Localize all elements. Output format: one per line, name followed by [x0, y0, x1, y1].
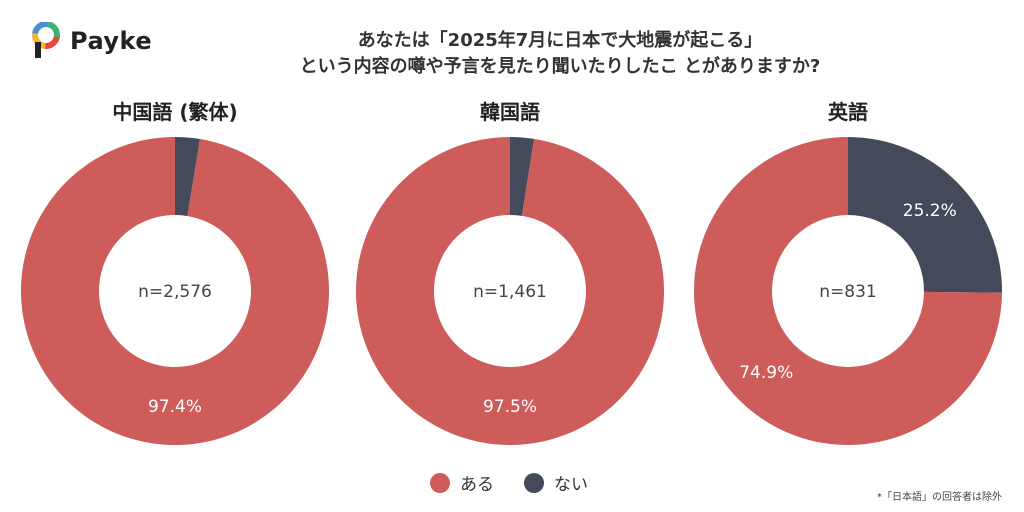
legend-item-aru: ある	[430, 470, 494, 495]
donut-slice-nai	[510, 137, 535, 216]
chart-title-main: あなたは「2025年7月に日本で大地震が起こる」 という内容の噂や予言を見たり聞…	[200, 28, 920, 80]
legend-label: ない	[554, 475, 588, 495]
donut-slice-aru	[356, 137, 664, 445]
sample-size-label: n=831	[819, 282, 876, 302]
donut-title: 中国語 (繁体)	[112, 100, 238, 124]
value-label-nai: 25.2%	[903, 201, 957, 221]
donut-slice-nai	[848, 137, 1002, 293]
brand-logo: Payke	[32, 22, 152, 60]
title-line-2: という内容の噂や予言を見たり聞いたりしたこ とがありますか?	[299, 56, 821, 77]
value-label-aru: 97.4%	[148, 397, 202, 417]
legend-swatch	[430, 472, 450, 493]
value-label-aru: 97.5%	[483, 397, 537, 417]
donut-chart-chinese: 中国語 (繁体) n=2,576 97.4%	[20, 96, 330, 466]
legend-swatch	[524, 472, 544, 493]
donut-title: 韓国語	[480, 100, 540, 124]
donut-slice-aru	[694, 136, 1002, 445]
donut-svg: n=2,576 97.4%	[21, 137, 330, 445]
donut-slice-aru	[21, 137, 330, 445]
sample-size-label: n=2,576	[138, 282, 212, 302]
donut-chart-korean: 韓国語 n=1,461 97.5%	[355, 96, 665, 466]
legend-item-nai: ない	[524, 470, 588, 495]
title-line-1: あなたは「2025年7月に日本で大地震が起こる」	[357, 30, 763, 51]
value-label-aru: 74.9%	[739, 363, 793, 383]
donut-svg: n=831 74.9% 25.2%	[694, 136, 1002, 445]
payke-logo-icon	[32, 22, 60, 58]
sample-size-label: n=1,461	[473, 282, 547, 302]
legend: ある ない	[430, 470, 588, 495]
donut-svg: n=1,461 97.5%	[356, 137, 664, 445]
donut-slice-nai	[175, 137, 201, 217]
donut-chart-english: 英語 n=831 74.9% 25.2%	[693, 96, 1003, 466]
brand-name: Payke	[70, 27, 153, 55]
donut-title: 英語	[828, 100, 868, 124]
footnote: *「日本語」の回答者は除外	[877, 492, 1002, 503]
legend-label: ある	[460, 475, 494, 495]
